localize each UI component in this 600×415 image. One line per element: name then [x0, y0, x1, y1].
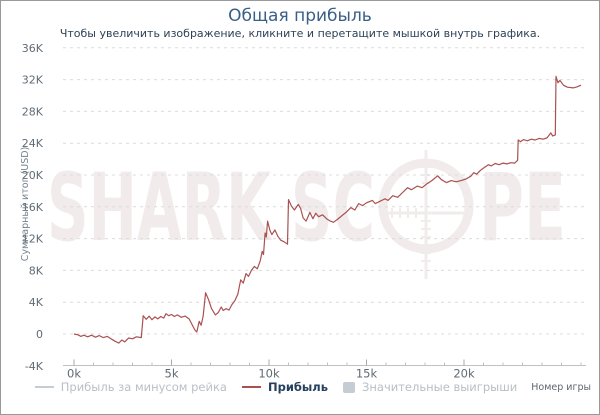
legend-square-marker-icon — [343, 381, 356, 393]
y-tick-label: 32K — [22, 74, 44, 87]
legend-item[interactable]: Прибыль — [241, 380, 329, 394]
y-tick-label: 12K — [22, 233, 44, 246]
y-tick-label: 0 — [36, 328, 43, 341]
y-tick-label: 8K — [29, 264, 44, 277]
y-tick-label: 20K — [22, 169, 44, 182]
profit-line-series — [73, 75, 582, 344]
legend-item-label: Прибыль за минусом рейка — [60, 380, 227, 394]
y-tick-label: 36K — [22, 42, 44, 55]
x-tick-label: 0k — [67, 367, 81, 381]
legend-item[interactable]: Прибыль за минусом рейка — [34, 380, 227, 394]
x-tick-label: 10k — [258, 367, 280, 381]
watermark-text-right: PE — [479, 154, 566, 263]
y-tick-label: 24K — [22, 137, 44, 150]
plot-area[interactable] — [63, 41, 586, 366]
legend-item[interactable]: Значительные выигрыши — [343, 380, 517, 394]
page-title: Общая прибыль — [228, 6, 372, 26]
x-axis-title: Номер игры — [531, 382, 591, 393]
y-axis-title: Суммарный итог (USD) — [20, 147, 31, 262]
x-tick-label: 15k — [356, 367, 378, 381]
scope-reticle-icon — [378, 150, 474, 279]
sharkscope-watermark: SHARK SC PE — [47, 150, 566, 279]
y-tick-label: -4K — [25, 360, 44, 373]
legend-line-marker-icon — [241, 386, 261, 388]
legend-line-marker-icon — [34, 386, 54, 388]
y-tick-label: 28K — [22, 105, 44, 118]
legend-item-label: Значительные выигрыши — [362, 380, 518, 394]
y-tick-label: 4K — [29, 296, 44, 309]
chart-legend: Прибыль за минусом рейка Прибыль Значитель… — [1, 379, 551, 395]
x-tick-label: 20k — [453, 367, 475, 381]
x-tick-label: 5k — [165, 367, 179, 381]
zoom-hint-text: Чтобы увеличить изображение, кликните и … — [59, 27, 541, 40]
y-tick-label: 16K — [22, 201, 44, 214]
watermark-text-left: SHARK SC — [47, 154, 375, 263]
legend-item-label: Прибыль — [267, 380, 329, 394]
